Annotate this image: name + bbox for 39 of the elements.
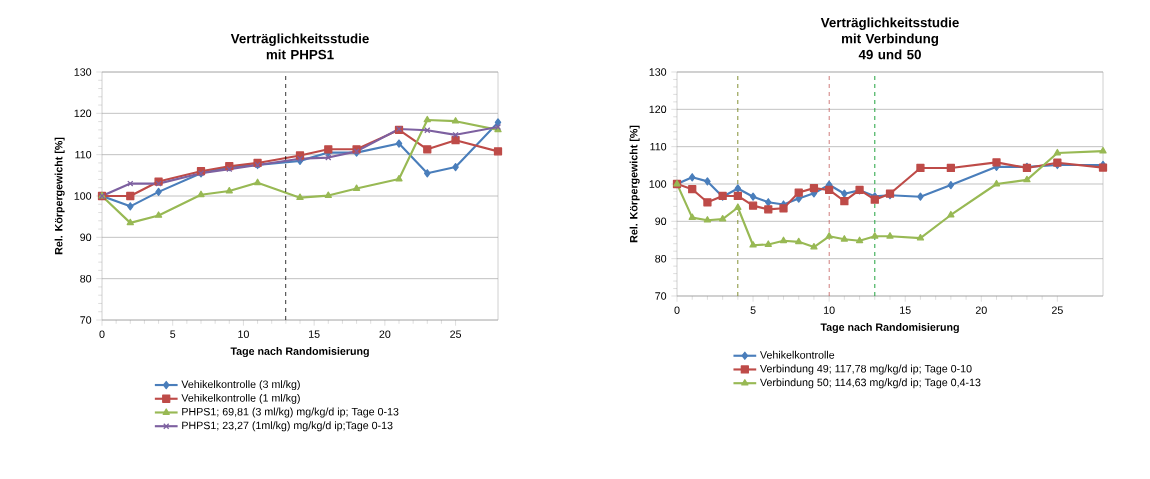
legend-label: PHPS1; 69,81 (3 ml/kg) mg/kg/d ip; Tage 0-13 [182,407,399,418]
y-tick-label: 120 [74,109,92,118]
y-tick-label: 90 [655,217,667,226]
y-tick-label: 130 [649,68,667,76]
x-tick-label: 15 [309,330,320,338]
x-tick-label: 0 [674,306,680,314]
y-axis-title: Rel. Körpergewicht [%] [629,125,640,243]
y-tick-label: 80 [655,254,667,263]
x-tick-label: 25 [450,330,462,338]
y-tick-label: 70 [80,316,92,324]
chart-title: Verträglichkeitsstudie mit PHPS1 [230,33,369,60]
x-tick-label: 5 [170,330,176,338]
legend-label: Vehikelkontrolle (3 ml/kg) [181,380,300,391]
y-tick-label: 100 [649,180,667,188]
x-tick-label: 10 [238,330,249,338]
legend-label: Vehikelkontrolle (1 ml/kg) [181,393,300,404]
y-tick-label: 90 [80,233,92,242]
x-axis-title: Tage nach Randomisierung [230,347,369,358]
x-tick-label: 25 [1051,306,1063,314]
y-tick-label: 70 [655,292,667,300]
legend-label: Vehikelkontrolle [760,350,835,359]
y-axis-title: Rel. Körpergewicht [%] [54,137,65,255]
legend-label: Verbindung 49; 117,78 mg/kg/d ip; Tage 0-10 [760,364,972,375]
y-tick-label: 80 [80,274,92,283]
y-tick-label: 130 [74,68,92,76]
x-tick-label: 0 [99,330,105,338]
x-tick-label: 10 [824,306,835,314]
legend-label: PHPS1; 23,27 (1ml/kg) mg/kg/d ip;Tage 0-13 [182,421,393,432]
y-tick-label: 100 [74,192,92,200]
x-tick-label: 20 [975,306,987,314]
y-tick-label: 110 [650,142,667,151]
x-axis-title: Tage nach Randomisierung [820,323,959,334]
y-tick-label: 120 [649,105,667,114]
x-tick-label: 20 [379,330,391,338]
chart-title: Verträglichkeitsstudie mit Verbindung 49 und 50 [820,17,959,60]
y-tick-label: 110 [75,150,92,159]
x-tick-label: 15 [900,306,911,314]
x-tick-label: 5 [750,306,756,314]
legend-label: Verbindung 50; 114,63 mg/kg/d ip; Tage 0,4-13 [760,378,981,389]
